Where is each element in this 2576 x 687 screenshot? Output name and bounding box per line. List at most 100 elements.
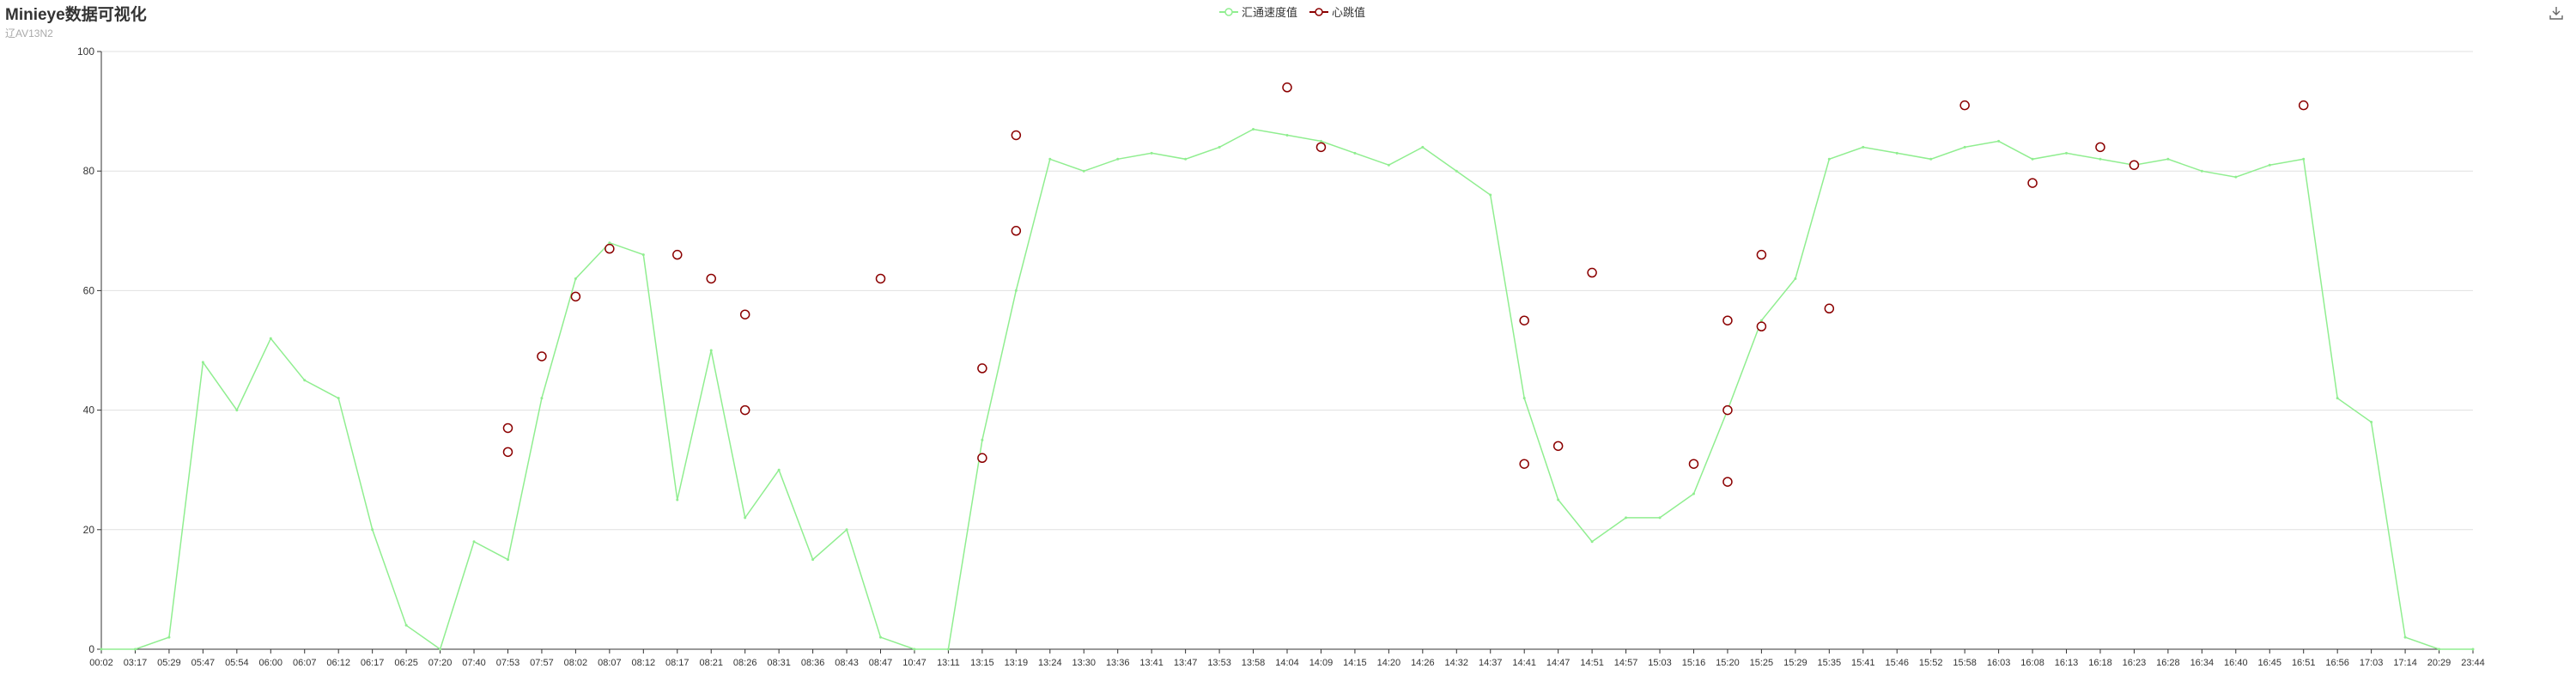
y-tick-label: 100 (77, 46, 94, 58)
speed-point (1489, 193, 1492, 197)
heartbeat-point (672, 249, 683, 260)
heartbeat-point (1722, 477, 1733, 487)
x-tick-label: 07:20 (428, 658, 453, 668)
x-tick-label: 08:07 (598, 658, 622, 668)
x-tick-label: 17:03 (2360, 658, 2384, 668)
y-axis: 0 20 40 60 80 100 (77, 46, 102, 655)
speed-point (2200, 169, 2203, 173)
heartbeat-point (1824, 303, 1835, 314)
speed-point (744, 516, 747, 520)
speed-point (1421, 145, 1425, 149)
speed-point (1862, 145, 1865, 149)
legend-swatch-heartbeat (1309, 7, 1329, 16)
download-button[interactable] (2549, 5, 2564, 25)
x-tick-label: 15:20 (1716, 658, 1740, 668)
x-tick-label: 17:14 (2393, 658, 2417, 668)
x-tick-label: 15:46 (1885, 658, 1909, 668)
x-tick-label: 14:04 (1275, 658, 1299, 668)
x-tick-label: 08:26 (733, 658, 757, 668)
speed-point (133, 647, 137, 651)
speed-point (1319, 139, 1322, 143)
speed-point (1963, 145, 1966, 149)
x-tick-label: 14:26 (1411, 658, 1435, 668)
x-tick-label: 16:56 (2325, 658, 2349, 668)
heartbeat-point (1011, 226, 1022, 236)
x-tick-label: 14:09 (1309, 658, 1334, 668)
y-tick-label: 80 (83, 165, 95, 177)
speed-point (337, 397, 340, 400)
heartbeat-point (977, 453, 987, 464)
x-tick-label: 15:25 (1750, 658, 1774, 668)
x-tick-label: 20:29 (2427, 658, 2451, 668)
speed-point (1150, 151, 1153, 155)
heartbeat-point (739, 404, 750, 416)
x-tick-label: 23:44 (2461, 658, 2485, 668)
speed-point (1692, 492, 1695, 495)
speed-point (439, 647, 442, 651)
x-tick-label: 16:13 (2055, 658, 2079, 668)
x-tick-label: 08:12 (632, 658, 656, 668)
heartbeat-point (502, 447, 513, 458)
x-tick-label: 05:54 (225, 658, 249, 668)
x-tick-label: 00:02 (89, 658, 113, 668)
x-tick-label: 07:57 (530, 658, 554, 668)
speed-point (946, 647, 950, 651)
speed-point (2471, 647, 2475, 651)
speed-point (1590, 540, 1594, 544)
x-tick-label: 13:15 (970, 658, 994, 668)
legend-swatch-speed (1219, 7, 1238, 16)
x-tick-label: 13:30 (1072, 658, 1096, 668)
legend-item-speed[interactable]: 汇通速度值 (1219, 3, 1297, 20)
legend-item-heartbeat[interactable]: 心跳值 (1309, 3, 1365, 20)
heartbeat-point (570, 291, 581, 302)
heartbeat-point (1552, 441, 1564, 452)
speed-point (1455, 169, 1458, 173)
heartbeat-point (977, 363, 987, 374)
speed-point (1252, 127, 1255, 131)
x-tick-label: 15:03 (1648, 658, 1672, 668)
series-speed (100, 127, 2475, 651)
x-tick-label: 07:53 (496, 658, 520, 668)
speed-point (2302, 157, 2306, 161)
x-tick-label: 15:52 (1919, 658, 1943, 668)
heartbeat-point (1587, 267, 1597, 278)
speed-point (100, 647, 103, 651)
x-tick-label: 16:08 (2020, 658, 2044, 668)
heartbeat-point (739, 309, 750, 319)
series-heartbeat (502, 82, 2309, 487)
x-tick-label: 14:51 (1580, 658, 1604, 668)
speed-point (2166, 157, 2170, 161)
speed-point (1827, 157, 1831, 161)
x-tick-label: 08:17 (665, 658, 690, 668)
x-tick-label: 14:20 (1377, 658, 1401, 668)
speed-point (1625, 516, 1628, 520)
x-tick-label: 06:25 (394, 658, 418, 668)
x-tick-label: 05:29 (157, 658, 181, 668)
speed-point (2234, 175, 2238, 179)
speed-point (1929, 157, 1933, 161)
speed-point (167, 635, 171, 639)
x-tick-label: 16:51 (2292, 658, 2316, 668)
speed-point (641, 253, 645, 257)
x-tick-label: 06:12 (326, 658, 350, 668)
speed-point (1184, 157, 1188, 161)
speed-point (574, 277, 577, 280)
y-tick-label: 40 (83, 404, 95, 416)
speed-point (404, 623, 408, 627)
x-tick-label: 15:41 (1851, 658, 1875, 668)
x-tick-label: 13:36 (1106, 658, 1130, 668)
x-tick-label: 03:17 (124, 658, 148, 668)
heartbeat-point (1722, 315, 1733, 325)
speed-point (709, 349, 713, 352)
speed-point (201, 361, 204, 364)
heartbeat-point (2027, 178, 2038, 188)
x-tick-label: 08:47 (869, 658, 893, 668)
heartbeat-point (1315, 142, 1327, 153)
speed-point (608, 241, 611, 245)
heartbeat-point (537, 351, 547, 362)
x-tick-label: 13:19 (1005, 658, 1029, 668)
speed-point (1726, 409, 1729, 412)
speed-point (506, 558, 509, 562)
speed-point (1353, 151, 1357, 155)
speed-point (1285, 133, 1289, 137)
